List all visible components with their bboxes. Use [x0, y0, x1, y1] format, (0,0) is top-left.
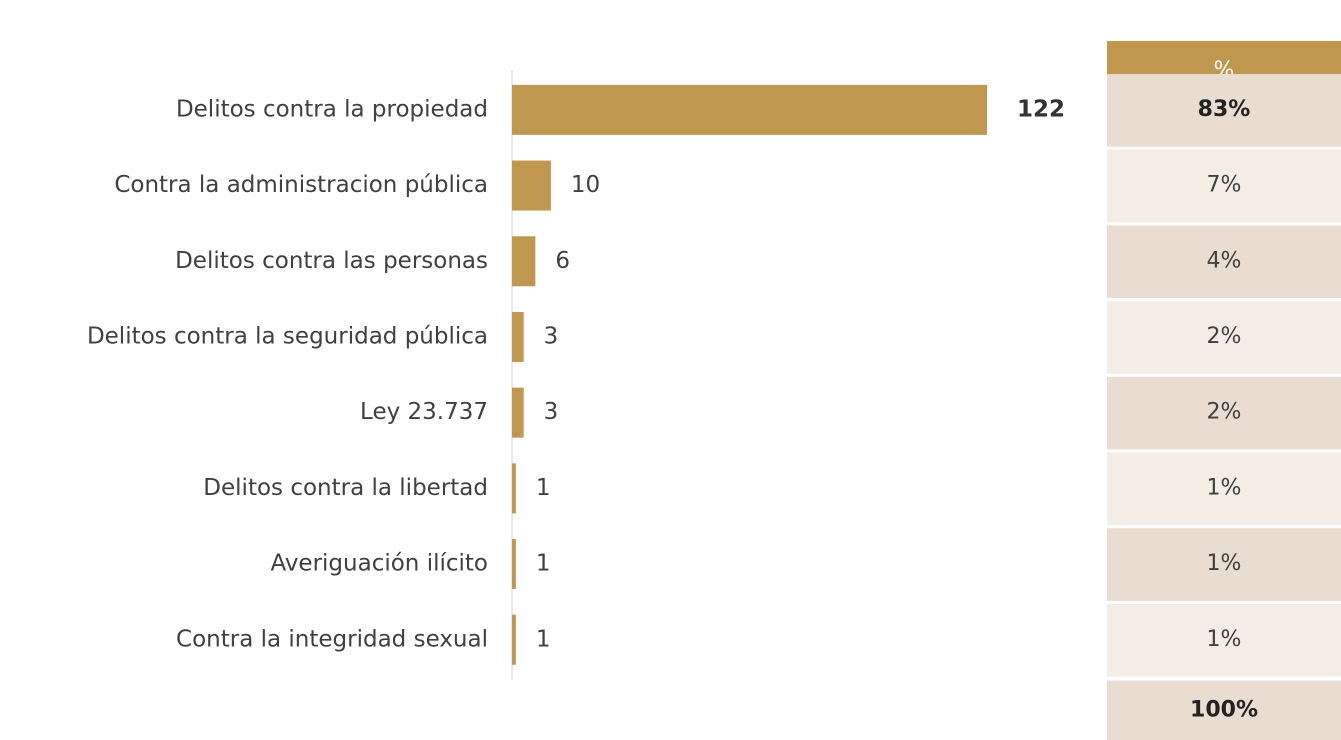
table-cell-text: 1%: [1207, 551, 1242, 576]
bar: [512, 236, 536, 287]
table-total: [1107, 680, 1341, 740]
category-label: Averiguación ilícito: [270, 551, 488, 577]
category-label: Contra la integridad sexual: [176, 626, 488, 652]
bar: [512, 160, 551, 211]
table-cell: [1107, 74, 1341, 147]
table-cell-text: 4%: [1207, 248, 1242, 273]
table-total-text: 100%: [1190, 697, 1258, 722]
table-cell-text: 7%: [1207, 173, 1242, 198]
bar: [512, 84, 987, 135]
table-cell-text: 1%: [1207, 627, 1242, 652]
value-label: 3: [544, 399, 559, 425]
value-label: 1: [536, 551, 551, 577]
table-cell: [1107, 452, 1341, 526]
table-cell-text: 83%: [1198, 97, 1251, 122]
category-label: Delitos contra la seguridad pública: [87, 323, 488, 349]
value-label: 1: [536, 626, 551, 652]
bar: [512, 387, 524, 438]
table-cell-text: 2%: [1207, 400, 1242, 425]
category-label: Delitos contra la libertad: [203, 475, 488, 501]
value-label: 3: [544, 323, 559, 349]
category-label: Delitos contra las personas: [175, 248, 488, 274]
table-cell-text: 1%: [1207, 475, 1242, 500]
value-label: 122: [1017, 96, 1065, 122]
category-label: Delitos contra la propiedad: [176, 96, 488, 122]
table-cell: [1107, 301, 1341, 374]
value-label: 10: [571, 172, 600, 198]
table-cell: [1107, 603, 1341, 677]
bar: [512, 311, 524, 362]
table-cell: [1107, 376, 1341, 450]
value-label: 1: [536, 475, 551, 501]
table-cell-text: 2%: [1207, 324, 1242, 349]
bar: [512, 539, 516, 590]
bar: [512, 614, 516, 665]
table-cell: [1107, 149, 1341, 223]
value-label: 6: [555, 248, 570, 274]
table-cell: [1107, 225, 1341, 299]
category-label: Ley 23.737: [360, 399, 488, 425]
table-cell: [1107, 528, 1341, 601]
bar: [512, 463, 516, 514]
category-label: Contra la administracion pública: [114, 172, 488, 198]
